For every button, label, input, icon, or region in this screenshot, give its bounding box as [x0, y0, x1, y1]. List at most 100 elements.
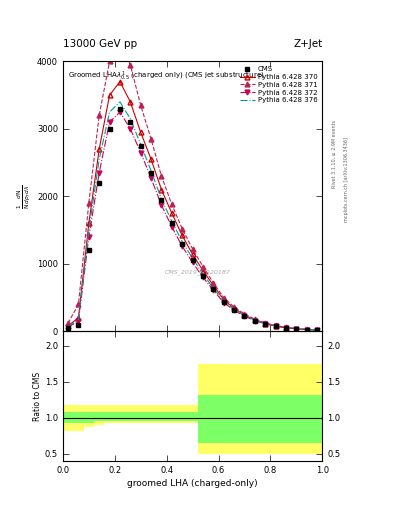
CMS	[304, 327, 309, 333]
CMS	[128, 119, 133, 125]
Pythia 6.428 370	[138, 129, 143, 135]
Pythia 6.428 370	[294, 326, 299, 332]
CMS	[66, 325, 70, 331]
Pythia 6.428 371	[180, 226, 185, 232]
Pythia 6.428 376	[118, 99, 122, 105]
CMS	[252, 318, 257, 324]
Pythia 6.428 370	[190, 251, 195, 258]
Pythia 6.428 371	[211, 280, 216, 286]
CMS	[284, 325, 288, 331]
Pythia 6.428 372	[200, 274, 205, 281]
Pythia 6.428 376	[97, 156, 101, 162]
Pythia 6.428 372	[149, 175, 153, 181]
Pythia 6.428 370	[86, 220, 91, 226]
Text: mcplots.cern.ch [arXiv:1306.3436]: mcplots.cern.ch [arXiv:1306.3436]	[344, 137, 349, 222]
Pythia 6.428 370	[263, 321, 268, 327]
Pythia 6.428 376	[66, 324, 70, 330]
Pythia 6.428 376	[263, 321, 268, 327]
Pythia 6.428 372	[128, 126, 133, 132]
Pythia 6.428 371	[232, 304, 237, 310]
Pythia 6.428 370	[200, 267, 205, 273]
Pythia 6.428 370	[252, 317, 257, 323]
Pythia 6.428 372	[97, 169, 101, 176]
CMS	[159, 197, 164, 203]
Pythia 6.428 370	[242, 312, 247, 318]
Pythia 6.428 372	[211, 287, 216, 293]
Pythia 6.428 376	[232, 306, 237, 312]
Pythia 6.428 376	[76, 317, 81, 323]
CMS	[315, 327, 320, 333]
X-axis label: groomed LHA (charged-only): groomed LHA (charged-only)	[127, 479, 258, 488]
Pythia 6.428 376	[315, 327, 320, 333]
Pythia 6.428 370	[159, 186, 164, 193]
Pythia 6.428 371	[200, 264, 205, 270]
Pythia 6.428 370	[284, 325, 288, 331]
Pythia 6.428 376	[284, 325, 288, 331]
Pythia 6.428 372	[118, 109, 122, 115]
Pythia 6.428 371	[169, 201, 174, 207]
Pythia 6.428 372	[159, 202, 164, 208]
Pythia 6.428 370	[169, 210, 174, 216]
CMS	[118, 105, 122, 112]
Pythia 6.428 370	[66, 323, 70, 329]
Pythia 6.428 372	[304, 327, 309, 333]
Pythia 6.428 376	[107, 109, 112, 115]
Pythia 6.428 371	[118, 38, 122, 44]
CMS	[294, 326, 299, 332]
Text: Rivet 3.1.10, ≥ 2.9M events: Rivet 3.1.10, ≥ 2.9M events	[332, 119, 337, 188]
Line: Pythia 6.428 372: Pythia 6.428 372	[66, 110, 320, 333]
Pythia 6.428 372	[66, 324, 70, 330]
Pythia 6.428 372	[221, 300, 226, 306]
Pythia 6.428 371	[76, 301, 81, 307]
Pythia 6.428 376	[180, 239, 185, 245]
Pythia 6.428 372	[294, 326, 299, 332]
Pythia 6.428 371	[304, 326, 309, 332]
Legend: CMS, Pythia 6.428 370, Pythia 6.428 371, Pythia 6.428 372, Pythia 6.428 376: CMS, Pythia 6.428 370, Pythia 6.428 371,…	[237, 63, 320, 106]
Text: Z+Jet: Z+Jet	[293, 38, 322, 49]
CMS	[86, 247, 91, 253]
Pythia 6.428 371	[128, 62, 133, 68]
Pythia 6.428 372	[138, 150, 143, 156]
CMS	[76, 322, 81, 328]
Text: 13000 GeV pp: 13000 GeV pp	[63, 38, 137, 49]
Pythia 6.428 370	[180, 232, 185, 239]
Pythia 6.428 376	[304, 327, 309, 333]
Pythia 6.428 372	[169, 224, 174, 230]
CMS	[138, 143, 143, 149]
Pythia 6.428 376	[273, 323, 278, 329]
Pythia 6.428 370	[128, 99, 133, 105]
Pythia 6.428 371	[138, 102, 143, 109]
Pythia 6.428 370	[76, 315, 81, 321]
CMS	[97, 180, 101, 186]
Pythia 6.428 376	[138, 141, 143, 147]
Pythia 6.428 372	[242, 313, 247, 319]
CMS	[242, 313, 247, 319]
Line: Pythia 6.428 370: Pythia 6.428 370	[66, 79, 320, 333]
Pythia 6.428 370	[211, 282, 216, 288]
Pythia 6.428 371	[273, 323, 278, 329]
CMS	[200, 273, 205, 279]
Pythia 6.428 371	[190, 246, 195, 252]
Pythia 6.428 372	[315, 327, 320, 333]
Pythia 6.428 371	[149, 136, 153, 142]
Y-axis label: Ratio to CMS: Ratio to CMS	[33, 372, 42, 420]
Line: CMS: CMS	[66, 106, 320, 332]
Text: CMS_2019_I1920187: CMS_2019_I1920187	[165, 269, 231, 275]
Pythia 6.428 372	[273, 323, 278, 329]
Pythia 6.428 370	[304, 327, 309, 333]
Pythia 6.428 370	[232, 305, 237, 311]
CMS	[180, 241, 185, 247]
Line: Pythia 6.428 376: Pythia 6.428 376	[68, 102, 317, 330]
CMS	[232, 307, 237, 313]
Pythia 6.428 376	[242, 312, 247, 318]
Pythia 6.428 371	[86, 200, 91, 206]
CMS	[107, 126, 112, 132]
CMS	[169, 220, 174, 226]
Pythia 6.428 371	[107, 58, 112, 65]
Pythia 6.428 371	[97, 112, 101, 118]
Line: Pythia 6.428 371: Pythia 6.428 371	[66, 39, 320, 332]
Pythia 6.428 372	[86, 234, 91, 240]
Pythia 6.428 376	[294, 326, 299, 332]
Text: Groomed LHA$\lambda^1_{0.5}$ (charged only) (CMS jet substructure): Groomed LHA$\lambda^1_{0.5}$ (charged on…	[68, 70, 264, 83]
Y-axis label: $\frac{1}{\mathrm{N}}\frac{d\mathrm{N}}{dp_T d\lambda}$: $\frac{1}{\mathrm{N}}\frac{d\mathrm{N}}{…	[16, 184, 33, 209]
